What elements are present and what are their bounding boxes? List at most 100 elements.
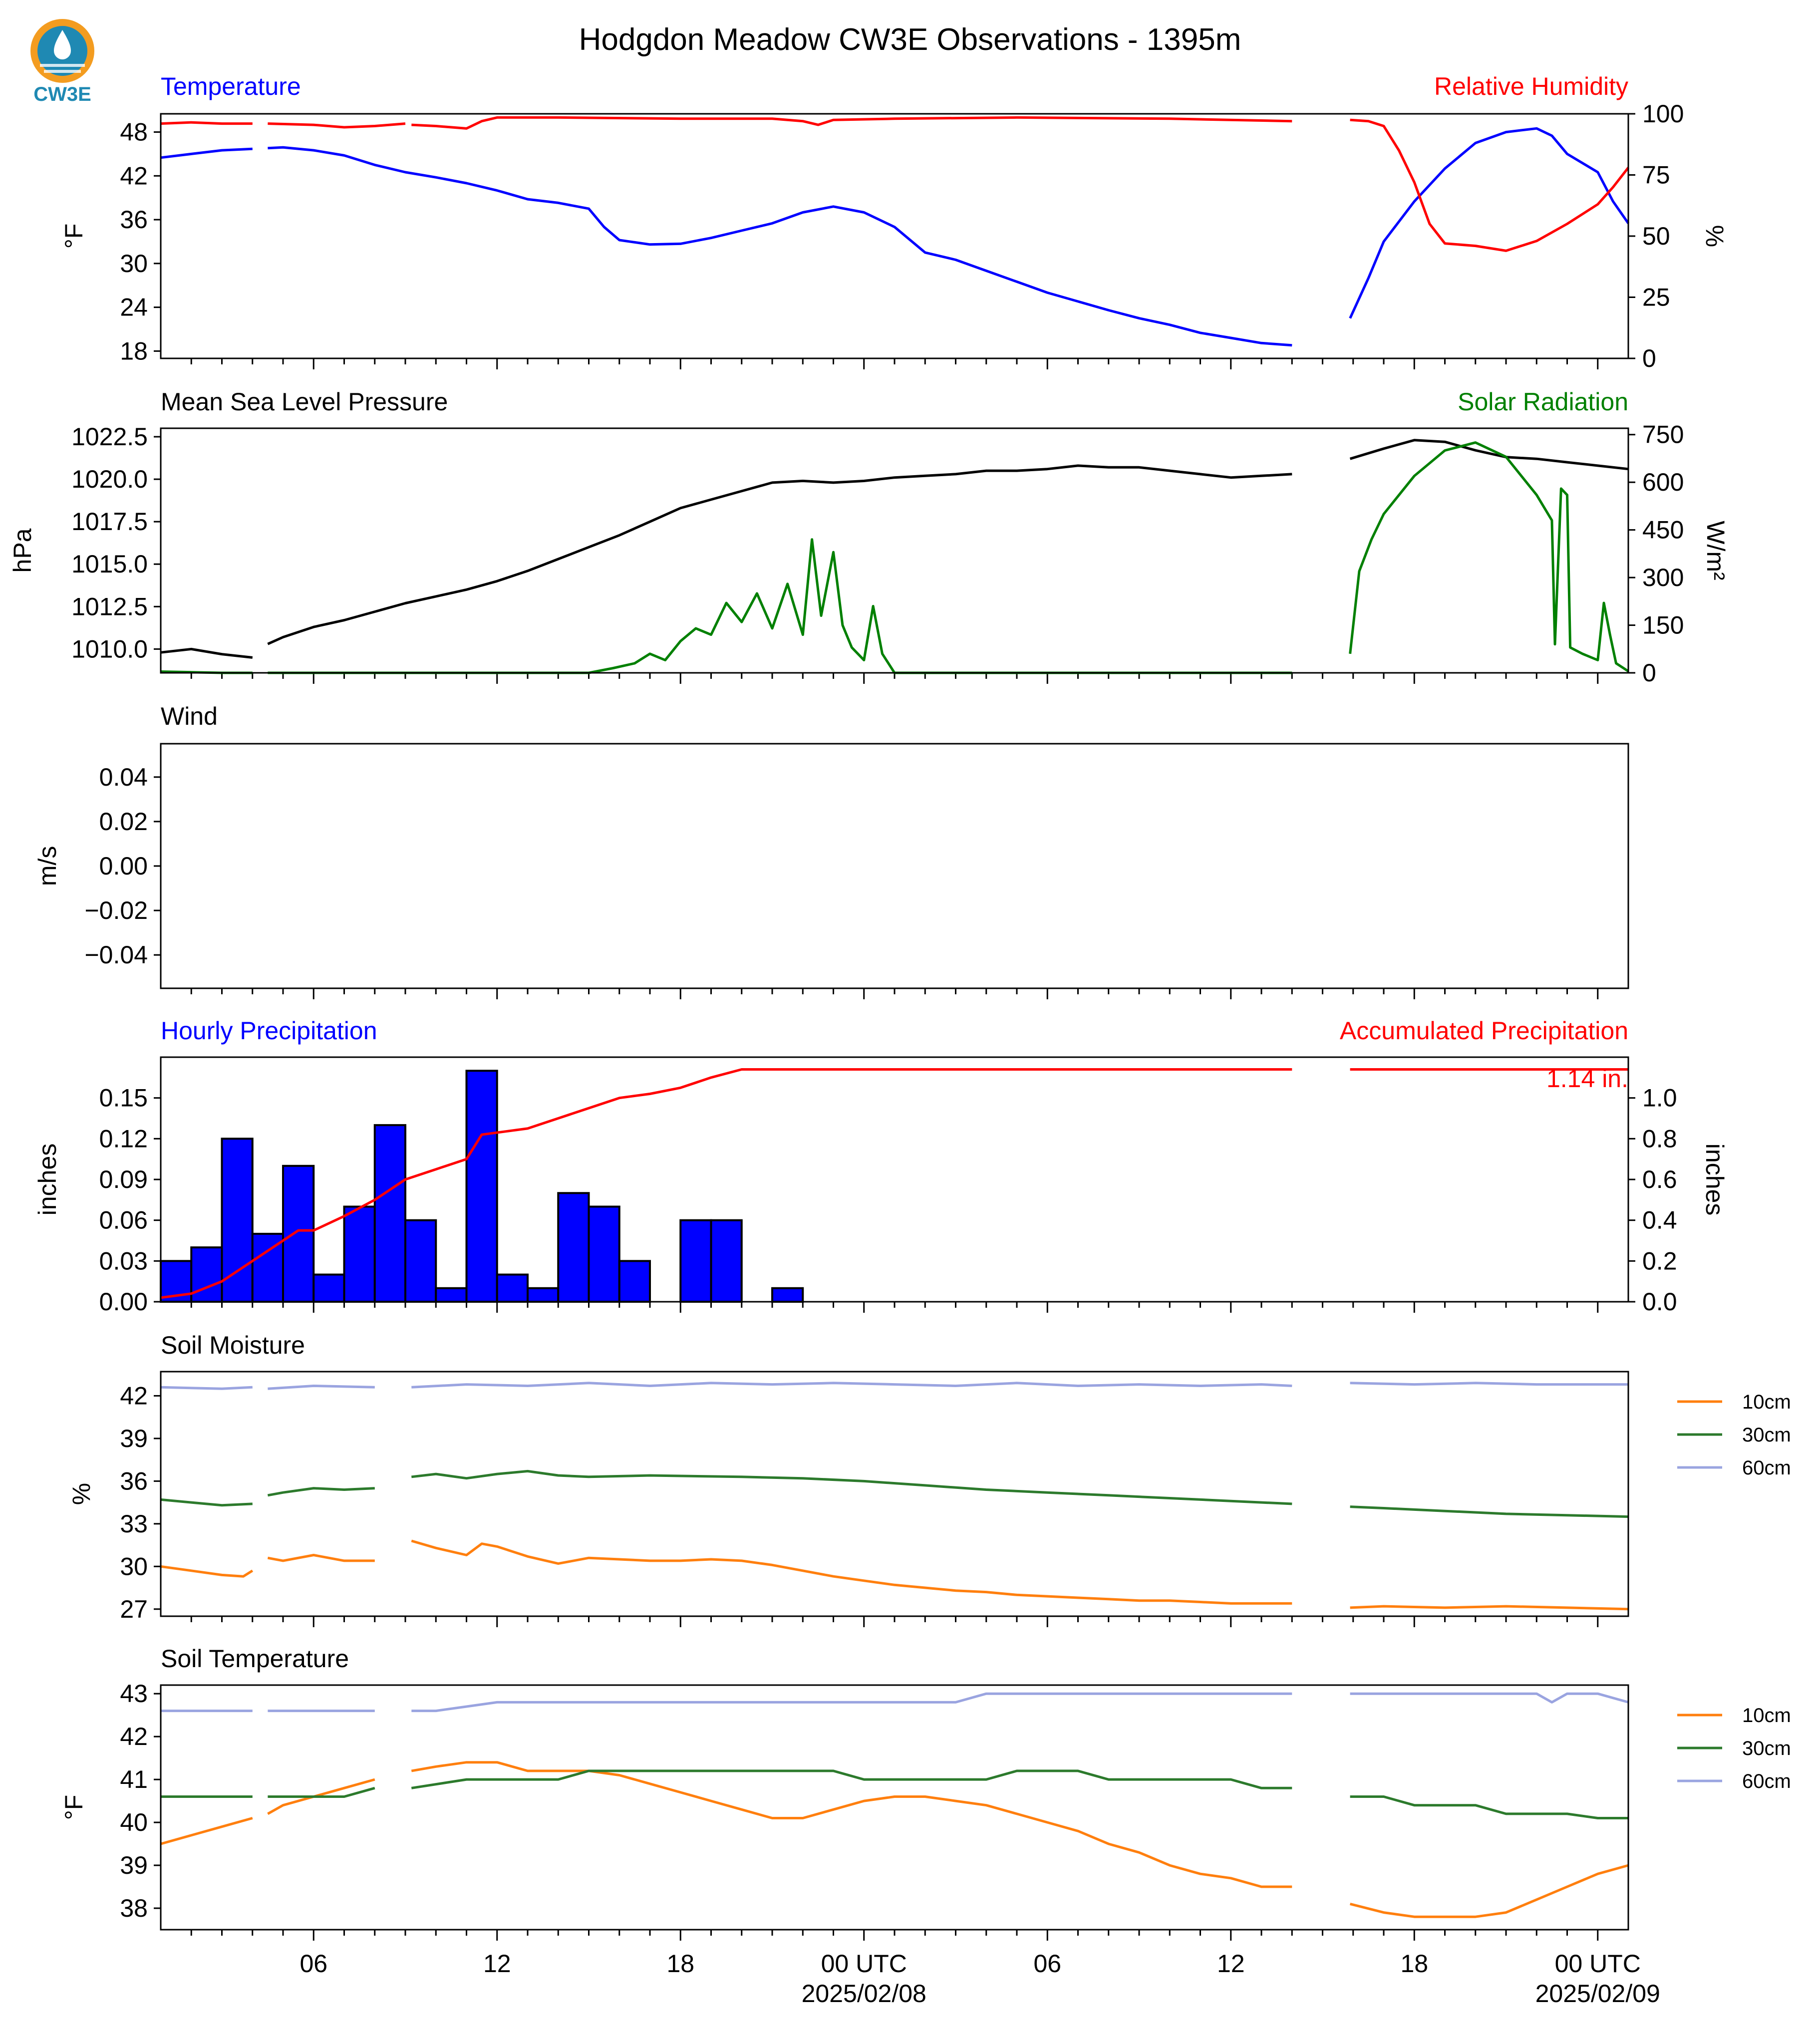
total-precip-annotation: 1.14 in. [1546,1065,1628,1093]
y-tick-label: 24 [120,293,148,321]
y-tick-label: 18 [120,337,148,365]
y2-tick-label: 750 [1642,421,1684,449]
precip-bar [496,1273,529,1303]
y2-tick-label: 450 [1642,516,1684,544]
y-tick-label: 36 [120,206,148,234]
y2-tick-label: 75 [1642,161,1670,189]
precip-bar [710,1219,743,1303]
legend-label: 10cm [1742,1391,1791,1413]
panel-title-left: Wind [161,702,218,730]
x-tick-label: 12 [483,1950,511,1978]
legend-label: 60cm [1742,1457,1791,1479]
x-tick-label: 00 UTC [1555,1950,1641,1978]
panel-title-left: Hourly Precipitation [161,1017,377,1045]
panel-title-left: Mean Sea Level Pressure [161,388,448,416]
y2-tick-label: 100 [1642,100,1684,128]
panel-temp_rh: Temperature Relative Humidity 18 24 30 36 42 48… [60,72,1729,372]
panel-soil_moisture: Soil Moisture 27 30 33 36 39 42% 10cm 30cm 60cm [67,1331,1791,1627]
panel-precip: Hourly Precipitation Accumulated Precipit… [33,1017,1729,1316]
series-temperature [160,127,1630,347]
x-date-label: 2025/02/08 [802,1980,926,2008]
series-30cm [160,1469,1629,1518]
series-60cm [160,1382,1628,1390]
y-tick-label: 1012.5 [71,592,148,620]
x-tick-label: 12 [1217,1950,1245,1978]
y-tick-label: 43 [120,1680,148,1708]
y-tick-label: 1010.0 [71,635,148,663]
y-axis-label: °F [60,1795,88,1820]
plot-frame [160,427,1629,674]
y2-tick-label: 0 [1642,344,1656,372]
legend-label: 60cm [1742,1770,1791,1792]
precip-bar [679,1219,712,1303]
precip-bar [588,1205,620,1303]
y-tick-label: 42 [120,1723,148,1750]
plot-frame [160,743,1629,989]
x-tick-label: 18 [666,1950,694,1978]
y-tick-label: 0.04 [99,763,148,791]
y2-tick-label: 50 [1642,222,1670,250]
plot-frame [160,1684,1629,1931]
y2-tick-label: 600 [1642,468,1684,496]
y2-tick-label: 25 [1642,284,1670,311]
y-tick-label: 0.06 [99,1206,148,1234]
y2-tick-label: 1.0 [1642,1084,1677,1112]
y-tick-label: 30 [120,1552,148,1580]
y2-tick-label: 0.4 [1642,1206,1677,1234]
y-tick-label: 1017.5 [71,508,148,536]
y-tick-label: 0.02 [99,808,148,836]
panel-pressure_solar: Mean Sea Level Pressure Solar Radiation 10… [8,388,1730,687]
plot-frame [160,1371,1629,1617]
y-axis-label: °F [60,224,88,249]
plot-frame [160,113,1629,359]
y-axis-label: m/s [33,846,61,886]
legend-label: 10cm [1742,1705,1791,1727]
panel-title-right: Relative Humidity [1434,72,1628,100]
y2-tick-label: 300 [1642,564,1684,591]
y-axis-label: hPa [8,528,36,573]
y2-axis-label: inches [1701,1144,1729,1216]
y-tick-label: 39 [120,1425,148,1452]
y2-axis-label: % [1701,225,1729,247]
precip-bar [190,1246,223,1303]
y-tick-label: 30 [120,250,148,278]
x-date-label: 2025/02/09 [1535,1980,1660,2008]
y-tick-label: 0.00 [99,1288,148,1316]
y-axis-label: % [67,1483,95,1505]
y-tick-label: −0.02 [84,896,148,924]
precip-bar [618,1260,651,1303]
precip-bar [465,1070,498,1303]
series-30cm [161,1769,1628,1819]
logo-text: CW3E [33,83,91,105]
panel-title-left: Soil Moisture [161,1331,305,1359]
y-tick-label: 41 [120,1765,148,1793]
y-tick-label: 0.09 [99,1165,148,1193]
precip-bar [404,1219,437,1303]
panel-title-right: Solar Radiation [1458,388,1628,416]
y2-tick-label: 0.8 [1642,1125,1677,1153]
series-10cm [160,1761,1629,1918]
y2-axis-label: W/m² [1702,521,1730,580]
x-tick-label: 18 [1400,1950,1428,1978]
cw3e-logo: CW3E [25,15,100,105]
precip-bar [557,1192,590,1303]
precip-bar [527,1287,560,1303]
precip-bar [282,1164,315,1303]
x-tick-label: 06 [300,1950,327,1978]
y-tick-label: 0.00 [99,852,148,880]
legend-label: 30cm [1742,1738,1791,1759]
figure-title: Hodgdon Meadow CW3E Observations - 1395m [579,22,1241,57]
y-tick-label: −0.04 [84,941,148,969]
y-tick-label: 33 [120,1510,148,1538]
panel-title-left: Soil Temperature [161,1645,349,1673]
chart-panels: Temperature Relative Humidity 18 24 30 36 42 48… [8,72,1791,2008]
series-10cm [160,1539,1629,1611]
y-tick-label: 1020.0 [71,465,148,493]
y2-tick-label: 0.6 [1642,1165,1677,1193]
precip-bar [435,1287,468,1303]
y-tick-label: 0.03 [99,1247,148,1275]
y-tick-label: 39 [120,1851,148,1879]
y-tick-label: 48 [120,118,148,146]
y-tick-label: 27 [120,1595,148,1623]
y-tick-label: 40 [120,1808,148,1836]
